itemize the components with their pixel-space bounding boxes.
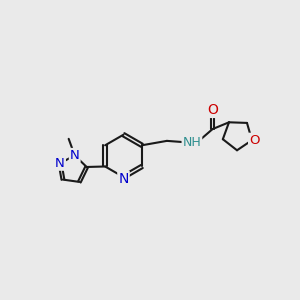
Text: O: O bbox=[249, 134, 260, 147]
Text: O: O bbox=[207, 103, 218, 117]
Text: N: N bbox=[55, 157, 65, 170]
Text: N: N bbox=[70, 149, 80, 162]
Text: NH: NH bbox=[182, 136, 201, 149]
Text: N: N bbox=[118, 172, 129, 186]
